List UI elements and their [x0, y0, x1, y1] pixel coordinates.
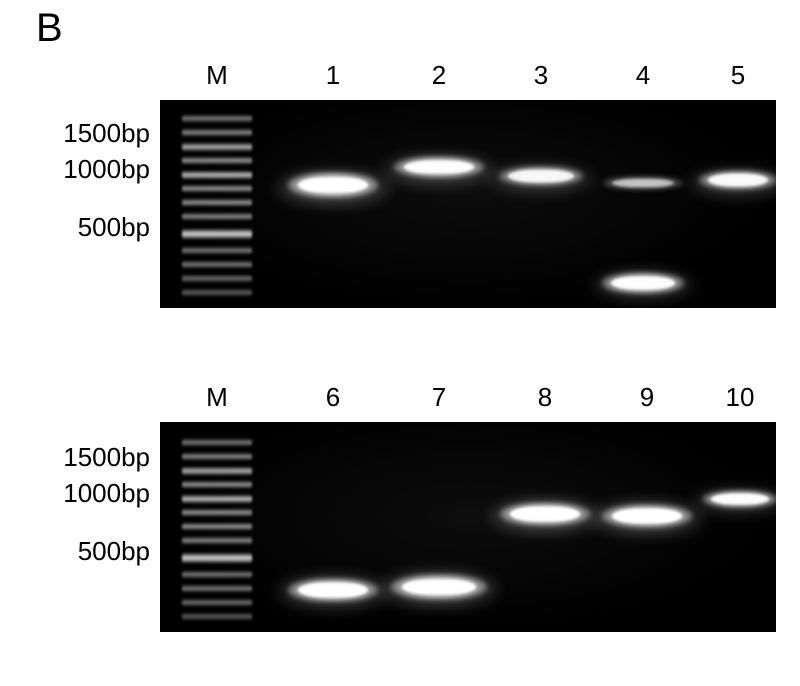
- ladder-band: [182, 170, 252, 180]
- gel-image: [160, 422, 776, 632]
- lane-label: 7: [396, 382, 482, 413]
- ladder-band: [182, 536, 252, 545]
- ladder-band: [182, 184, 252, 193]
- ladder-band: [182, 142, 252, 152]
- size-label: 1000bp: [63, 478, 150, 509]
- size-label: 500bp: [78, 536, 150, 567]
- gel-band-core: [298, 583, 368, 596]
- lane-label: 1: [290, 60, 376, 91]
- gel-band-core: [711, 494, 769, 504]
- lane-label: 6: [290, 382, 376, 413]
- lane-label: M: [182, 60, 252, 91]
- lane-label: M: [182, 382, 252, 413]
- gel-band-core: [508, 170, 573, 181]
- lane-label: 3: [498, 60, 584, 91]
- ladder-band: [182, 288, 252, 297]
- lane-label: 10: [704, 382, 776, 413]
- ladder-band: [182, 212, 252, 221]
- size-label: 500bp: [78, 212, 150, 243]
- ladder-band: [182, 494, 252, 504]
- size-label: 1500bp: [63, 118, 150, 149]
- lane-label: 5: [700, 60, 776, 91]
- lane-label: 8: [502, 382, 588, 413]
- ladder-band: [182, 508, 252, 517]
- size-label: 1000bp: [63, 154, 150, 185]
- size-labels: 1500bp 1000bp 500bp: [0, 422, 150, 632]
- ladder-band: [182, 438, 252, 447]
- ladder-band: [182, 156, 252, 165]
- lane-label: 4: [600, 60, 686, 91]
- lane-label: 2: [396, 60, 482, 91]
- ladder-band: [182, 598, 252, 607]
- lane-headers: M 6789 10: [160, 382, 776, 416]
- ladder-band: [182, 114, 252, 123]
- ladder-band: [182, 466, 252, 476]
- lane-headers: M 12345: [160, 60, 776, 94]
- size-label: 1500bp: [63, 442, 150, 473]
- ladder-band: [182, 522, 252, 531]
- ladder-band: [182, 480, 252, 489]
- ladder-band: [182, 612, 252, 621]
- ladder-band: [182, 260, 252, 269]
- gel-band-core: [611, 277, 675, 289]
- panel-label: B: [36, 6, 63, 51]
- ladder-band: [182, 552, 252, 564]
- ladder-band: [182, 128, 252, 137]
- ladder-band: [182, 246, 252, 255]
- ladder-band: [182, 228, 252, 240]
- lane-label: 9: [604, 382, 690, 413]
- ladder-band: [182, 198, 252, 207]
- ladder-band: [182, 274, 252, 283]
- gel-band-core: [510, 507, 580, 520]
- ladder-band: [182, 584, 252, 593]
- gel-band-core: [402, 580, 476, 595]
- gel-band-core: [708, 174, 769, 185]
- gel-band-core: [404, 161, 474, 173]
- gel-band-core: [612, 179, 674, 187]
- size-labels: 1500bp 1000bp 500bp: [0, 100, 150, 308]
- gel-band-core: [612, 509, 682, 522]
- ladder-band: [182, 452, 252, 461]
- gel-band-core: [298, 178, 368, 193]
- ladder-band: [182, 570, 252, 579]
- gel-image: [160, 100, 776, 308]
